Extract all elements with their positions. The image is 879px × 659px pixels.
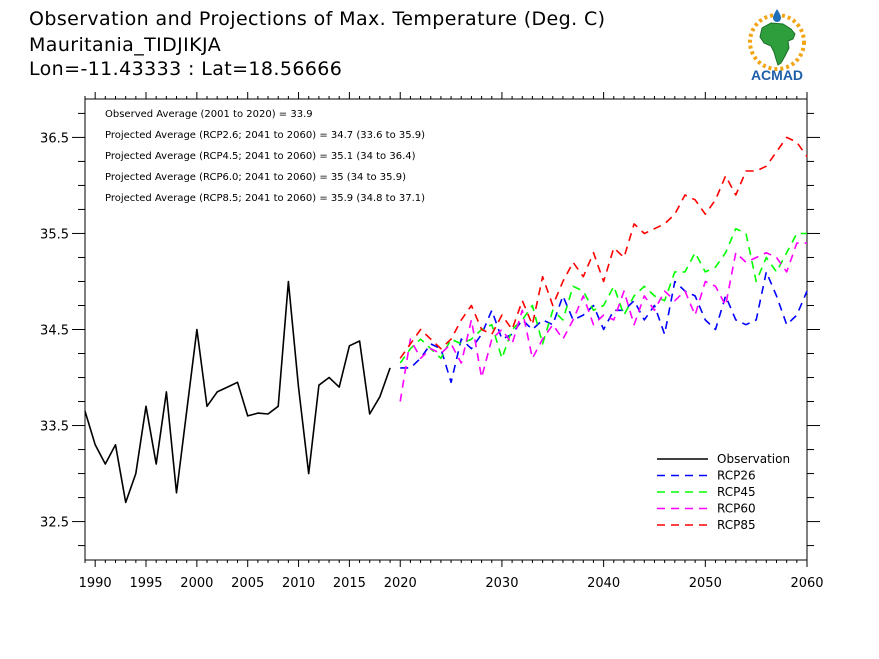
data-series (84, 136, 808, 504)
x-tick-label: 2030 (485, 576, 518, 591)
legend: Observation RCP26 RCP45 RCP60 RCP85 (657, 452, 790, 532)
series-line-rcp60 (399, 242, 807, 402)
stat-annotation: Projected Average (RCP6.0; 2041 to 2060)… (105, 172, 406, 183)
statistics-annotations: Observed Average (2001 to 2020) = 33.9 Pr… (105, 109, 425, 204)
x-tick-label: 2050 (689, 576, 722, 591)
x-tick-label: 2005 (231, 576, 264, 591)
x-tick-label: 2000 (180, 576, 213, 591)
stat-annotation: Projected Average (RCP8.5; 2041 to 2060)… (105, 193, 425, 204)
plot-border (84, 98, 808, 561)
stat-annotation: Projected Average (RCP2.6; 2041 to 2060)… (105, 130, 425, 141)
legend-label-rcp85: RCP85 (717, 518, 756, 532)
x-tick-label: 2060 (790, 576, 823, 591)
legend-label-rcp60: RCP60 (717, 502, 756, 516)
y-tick-label: 36.5 (40, 131, 69, 146)
stat-annotation: Observed Average (2001 to 2020) = 33.9 (105, 109, 313, 120)
station-name: Mauritania_TIDJIKJA (29, 34, 222, 56)
acmad-africa-logo-icon: ACMAD (738, 8, 816, 84)
y-tick-label: 32.5 (40, 516, 69, 531)
series-line-observation (84, 280, 391, 504)
station-coordinates: Lon=-11.43333 : Lat=18.56666 (29, 58, 343, 80)
x-tick-label: 2015 (333, 576, 366, 591)
series-line-rcp45 (399, 227, 807, 364)
x-tick-label: 2010 (282, 576, 315, 591)
x-tick-label: 1990 (79, 576, 112, 591)
logo-text: ACMAD (751, 67, 803, 83)
legend-label-rcp45: RCP45 (717, 485, 756, 499)
legend-label-rcp26: RCP26 (717, 469, 756, 483)
y-tick-label: 33.5 (40, 420, 69, 435)
stat-annotation: Projected Average (RCP4.5; 2041 to 2060)… (105, 151, 416, 162)
y-tick-label: 34.5 (40, 324, 69, 339)
x-tick-label: 2020 (384, 576, 417, 591)
chart-title: Observation and Projections of Max. Temp… (29, 8, 606, 30)
series-line-rcp26 (400, 271, 808, 384)
series-line-rcp85 (399, 136, 808, 359)
africa-map-icon (759, 22, 796, 66)
legend-label-observation: Observation (717, 452, 790, 466)
y-tick-label: 35.5 (40, 227, 69, 242)
plot-frame (84, 98, 808, 561)
x-tick-label: 2040 (587, 576, 620, 591)
x-tick-label: 1995 (129, 576, 162, 591)
water-drop-icon (773, 9, 781, 22)
axis-ticks: 1990 1995 2000 2005 2010 2015 2020 2030 2040 2050… (40, 92, 824, 591)
